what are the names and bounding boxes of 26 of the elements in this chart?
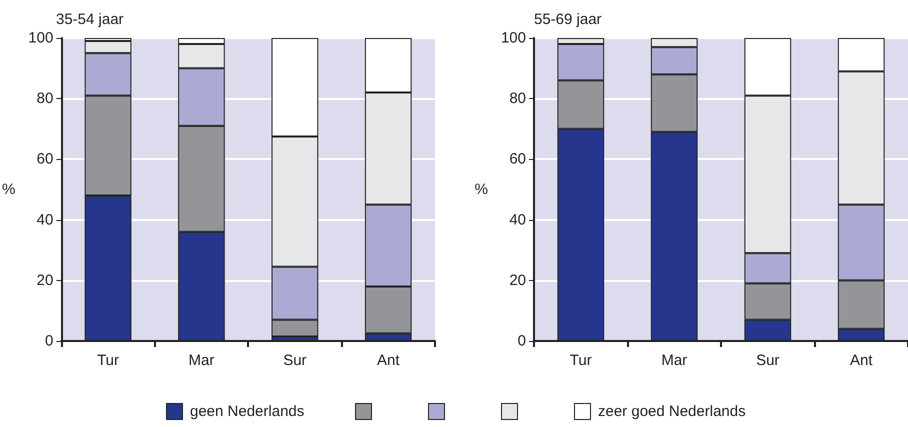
x-tick-label: Tur [97,352,120,369]
x-tick-label: Ant [850,352,874,369]
y-tick-label: 100 [28,30,54,46]
y-tick-label: 100 [500,30,526,46]
y-tick-label: 20 [509,272,526,289]
y-tick-label: 0 [44,332,54,350]
y-tick-label: 60 [509,150,526,168]
y-tick-label: 20 [36,272,54,289]
x-tick-label: Ant [377,352,400,369]
y-tick-label: 60 [36,150,54,168]
y-axis-title: % [474,181,488,198]
chart-title: 35-54 jaar [56,11,124,28]
x-tick-label: Mar [661,352,688,369]
y-tick-label: 80 [509,90,526,108]
legend-label: zeer goed Nederlands [598,403,746,420]
x-tick-label: Mar [188,352,214,369]
y-tick-label: 0 [518,332,526,350]
y-tick-label: 40 [36,211,54,228]
y-axis-title: % [2,181,16,198]
y-tick-label: 80 [36,90,54,108]
chart-title: 55-69 jaar [534,11,602,28]
x-tick-label: Sur [756,352,780,369]
x-tick-label: Sur [283,352,307,369]
y-tick-label: 40 [509,211,526,228]
x-tick-label: Tur [570,352,592,369]
legend-label: geen Nederlands [190,403,304,420]
